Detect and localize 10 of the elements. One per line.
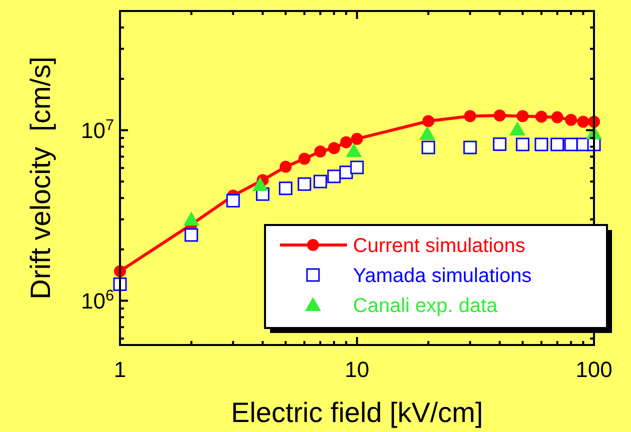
x-tick-label: 100 [576, 357, 612, 382]
legend-label: Yamada simulations [353, 265, 532, 287]
y-tick-label: 10$^{6}$ [80, 287, 114, 314]
x-tick-label: 10 [344, 357, 370, 382]
legend-label: Canali exp. data [353, 295, 498, 317]
y-axis-title: Drift velocity [cm/s] [25, 56, 56, 300]
x-tick-label: 1 [114, 357, 126, 382]
legend-label: Current simulations [353, 235, 526, 257]
y-tick-label: 10$^{7}$ [80, 116, 114, 144]
x-axis-title: Electric field [kV/cm] [230, 397, 484, 428]
